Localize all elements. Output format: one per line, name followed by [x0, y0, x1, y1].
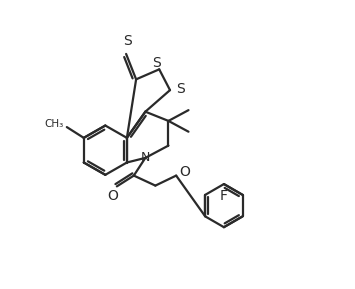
- Text: F: F: [220, 190, 228, 203]
- Text: O: O: [108, 190, 119, 203]
- Text: S: S: [123, 34, 132, 48]
- Text: O: O: [179, 165, 190, 179]
- Text: S: S: [176, 81, 185, 96]
- Text: CH₃: CH₃: [44, 119, 64, 129]
- Text: N: N: [141, 151, 150, 164]
- Text: S: S: [152, 56, 160, 70]
